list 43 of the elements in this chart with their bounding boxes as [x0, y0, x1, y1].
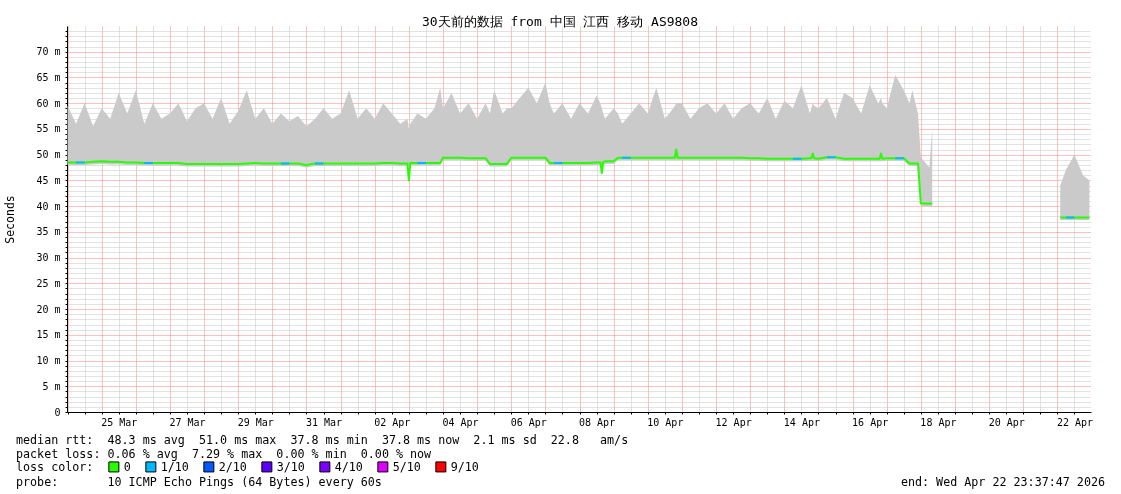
- x-tick-label: 18 Apr: [920, 416, 957, 428]
- text: packet loss: 0.06 % avg 7.29 % max 0.00 % min 0.00 % now: [16, 447, 433, 461]
- y-tick-label: 35 m: [36, 226, 61, 238]
- x-tick-label: 14 Apr: [783, 416, 820, 428]
- x-tick-label: 16 Apr: [852, 416, 889, 428]
- x-tick-label: 27 Mar: [169, 416, 206, 428]
- y-tick-label: 10 m: [36, 355, 61, 367]
- y-tick-label: 15 m: [36, 329, 61, 341]
- legend-label: 2/10: [218, 459, 247, 474]
- y-tick-label: 25 m: [36, 277, 61, 289]
- x-tick-label: 06 Apr: [510, 416, 547, 428]
- y-tick-label: 60 m: [36, 97, 61, 109]
- x-tick-label: 08 Apr: [579, 416, 616, 428]
- legend-label: 0: [123, 459, 131, 474]
- x-tick-label: 22 Apr: [1056, 416, 1094, 428]
- y-tick-label: 0: [54, 406, 61, 418]
- legend-title: loss color:: [16, 460, 94, 474]
- x-tick-label: 31 Mar: [305, 416, 343, 428]
- legend-label: 3/10: [276, 459, 305, 474]
- text: median rtt: 48.3 ms avg 51.0 ms max 37.8 ms min 37.8 ms now 2.1 ms sd 22.8 am/s: [16, 433, 629, 447]
- y-tick-label: 45 m: [36, 174, 61, 186]
- x-tick-label: 29 Mar: [237, 416, 274, 428]
- y-tick-label: 20 m: [36, 303, 61, 315]
- x-tick-label: 04 Apr: [442, 416, 479, 428]
- y-tick-label: 65 m: [36, 71, 61, 83]
- legend-label: 5/10: [392, 459, 421, 474]
- y-tick-label: 55 m: [36, 123, 61, 135]
- y-tick-label: 50 m: [36, 149, 61, 161]
- y-tick-label: 70 m: [36, 46, 61, 58]
- chart-title: 30天前的数据 from 中国 江西 移动 AS9808: [421, 14, 699, 29]
- legend-label: 9/10: [450, 459, 479, 474]
- y-tick-label: 40 m: [36, 200, 61, 212]
- y-tick-label: 5 m: [42, 380, 61, 392]
- y-axis-title: Seconds: [2, 195, 17, 244]
- x-tick-label: 25 Mar: [101, 416, 138, 428]
- x-tick-label: 02 Apr: [374, 416, 411, 428]
- x-tick-label: 20 Apr: [988, 416, 1025, 428]
- x-tick-label: 10 Apr: [647, 416, 684, 428]
- y-tick-label: 30 m: [36, 252, 61, 264]
- legend-label: 4/10: [334, 459, 363, 474]
- text: probe: 10 ICMP Echo Pings (64 Bytes) every 60s: [16, 475, 382, 489]
- text: end: Wed Apr 22 23:37:47 2026: [900, 475, 1105, 489]
- x-tick-label: 12 Apr: [715, 416, 752, 428]
